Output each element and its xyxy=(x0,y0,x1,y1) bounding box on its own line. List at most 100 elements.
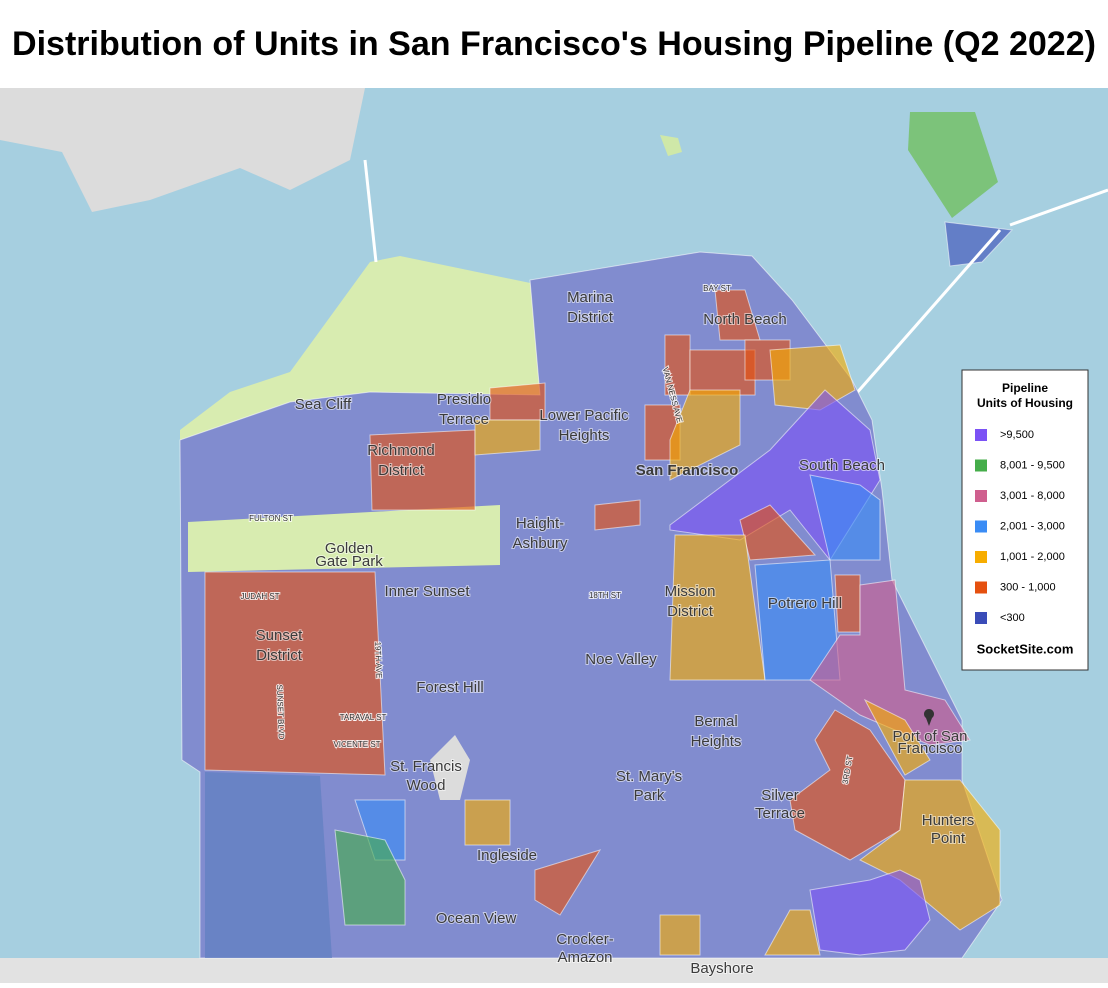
street-label: BAY ST xyxy=(703,284,731,293)
legend-swatch xyxy=(975,612,987,624)
legend-label: 2,001 - 3,000 xyxy=(1000,520,1065,532)
legend-label: >9,500 xyxy=(1000,429,1034,441)
neighborhood-label: Lower Pacific xyxy=(539,407,629,424)
map xyxy=(0,88,1108,983)
neighborhood-label: Hunters xyxy=(922,812,975,829)
india-basin-region xyxy=(863,698,931,776)
neighborhood-label: Silver xyxy=(761,787,799,804)
neighborhood-label: District xyxy=(567,309,614,326)
neighborhood-label: Terrace xyxy=(439,411,489,428)
neighborhood-label: Point xyxy=(931,830,966,847)
legend-label: 1,001 - 2,000 xyxy=(1000,551,1065,563)
nob-hill-region xyxy=(669,389,741,481)
golden-gate-park xyxy=(188,505,500,572)
bayview-region xyxy=(789,709,906,861)
excelsior-region xyxy=(659,914,701,956)
street-label: VICENTE ST xyxy=(333,740,380,749)
neighborhood-label: Terrace xyxy=(755,805,805,822)
neighborhood-label: Presidio xyxy=(437,391,491,408)
balboa-region xyxy=(534,849,602,916)
neighborhood-label: Sunset xyxy=(256,627,304,644)
neighborhood-label: Bernal xyxy=(694,713,737,730)
neighborhood-label: Amazon xyxy=(557,949,612,966)
legend-label: 8,001 - 9,500 xyxy=(1000,459,1065,471)
marin-land xyxy=(0,88,365,212)
neighborhood-label: Marina xyxy=(567,289,614,306)
bay-bridge-east xyxy=(1009,188,1108,227)
neighborhood-label: South Beach xyxy=(799,457,885,474)
neighborhood-label: San Francisco xyxy=(636,462,739,479)
neighborhood-label: Sea Cliff xyxy=(295,396,352,413)
legend: Pipeline Units of Housing SocketSite.com… xyxy=(961,369,1089,671)
neighborhood-label: Golden xyxy=(325,540,373,557)
neighborhood-label: North Beach xyxy=(703,311,786,328)
visitacion-region xyxy=(764,909,821,956)
ingleside-region xyxy=(464,799,511,846)
island xyxy=(660,135,682,156)
russian-hill-region xyxy=(689,349,756,396)
neighborhood-label: Inner Sunset xyxy=(384,583,470,600)
parkmerced-region xyxy=(334,829,406,926)
lake-merced xyxy=(205,772,332,958)
legend-swatch xyxy=(975,490,987,502)
south-land xyxy=(0,958,1108,983)
yerba-buena xyxy=(944,221,1014,267)
neighborhood-label: Crocker- xyxy=(556,931,614,948)
sunset-region xyxy=(204,571,386,776)
neighborhood-label: Heights xyxy=(559,427,610,444)
street-label: 19TH AVE xyxy=(373,641,383,678)
neighborhood-label: Mission xyxy=(665,583,716,600)
pacific-heights-region xyxy=(474,419,541,456)
neighborhood-label: Forest Hill xyxy=(416,679,484,696)
port-marker xyxy=(924,709,934,726)
neighborhood-label: Haight- xyxy=(516,515,564,532)
legend-label: 3,001 - 8,000 xyxy=(1000,490,1065,502)
neighborhood-label: Wood xyxy=(407,777,446,794)
legend-swatch xyxy=(975,429,987,441)
legend-label: 300 - 1,000 xyxy=(1000,581,1056,593)
bay-bridge xyxy=(853,229,1002,396)
treasure-island xyxy=(908,112,998,218)
neighborhood-label: Gate Park xyxy=(315,553,383,570)
legend-title: Pipeline xyxy=(1002,381,1048,395)
richmond-region xyxy=(369,429,476,511)
pier-70-region xyxy=(809,579,971,746)
street-label: TARAVAL ST xyxy=(340,713,387,722)
title-band xyxy=(0,0,1108,88)
neighborhood-label: St. Mary's xyxy=(616,768,682,785)
neighborhood-label: St. Francis xyxy=(390,758,462,775)
street-label: 18TH ST xyxy=(589,591,621,600)
neighborhood-label: District xyxy=(667,603,714,620)
neighborhood-label: Park xyxy=(634,787,665,804)
map-title: Distribution of Units in San Francisco's… xyxy=(12,25,1096,63)
legend-swatch xyxy=(975,520,987,533)
legend-swatch xyxy=(975,551,987,563)
hunters-point-region xyxy=(859,779,1001,931)
legend-label: <300 xyxy=(1000,612,1025,624)
neighborhood-label: Francisco xyxy=(897,740,962,757)
financial-region xyxy=(769,344,856,411)
street-label: JUDAH ST xyxy=(240,592,279,601)
street-label: SUNSET BLVD xyxy=(275,684,286,739)
neighborhood-label: Ashbury xyxy=(512,535,568,552)
neighborhood-label: Noe Valley xyxy=(585,651,657,668)
street-label: FULTON ST xyxy=(249,514,293,523)
neighborhood-label: Richmond xyxy=(367,442,435,459)
neighborhood-label: District xyxy=(256,647,303,664)
presidio-terrace-region xyxy=(489,382,546,421)
golden-gate-bridge xyxy=(363,159,378,263)
legend-swatch xyxy=(975,459,987,472)
neighborhood-label: District xyxy=(378,462,425,479)
candlestick-region xyxy=(809,869,931,956)
credit: SocketSite.com xyxy=(977,641,1074,656)
neighborhood-label: Ingleside xyxy=(477,847,537,864)
neighborhood-label: Ocean View xyxy=(436,910,517,927)
neighborhood-label: Heights xyxy=(691,733,742,750)
south-beach-region xyxy=(809,474,881,561)
duboce-region xyxy=(594,499,641,531)
legend-swatch xyxy=(975,581,987,594)
neighborhood-label: Potrero Hill xyxy=(768,595,842,612)
neighborhood-label: Bayshore xyxy=(690,960,753,977)
neighborhood-label: Port of San xyxy=(892,728,967,745)
